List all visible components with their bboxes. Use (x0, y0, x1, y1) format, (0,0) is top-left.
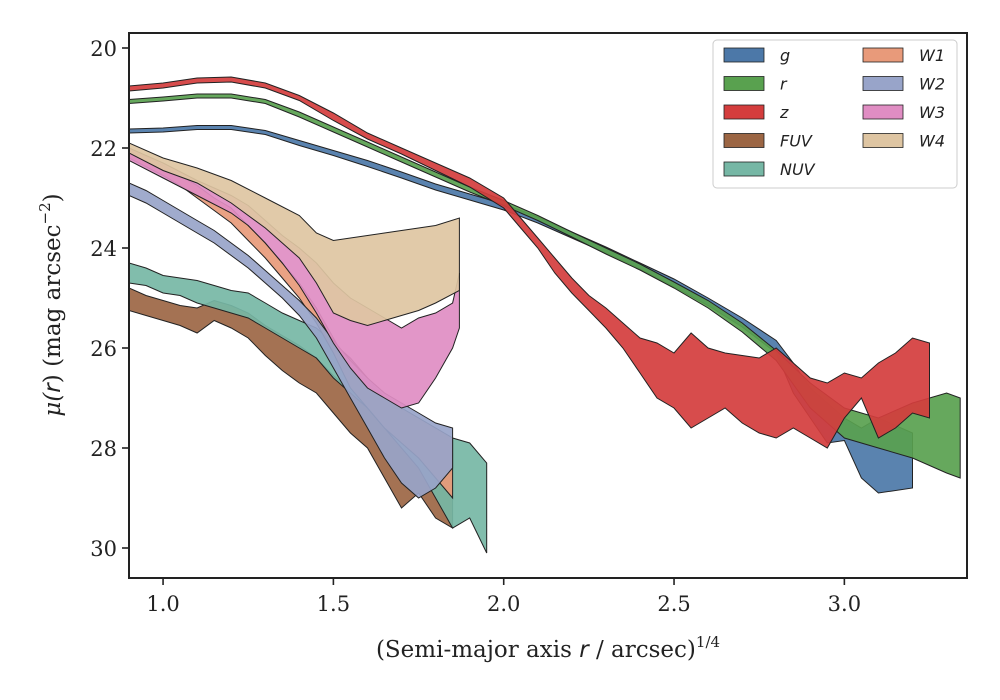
x-axis-ticks: 1.0 1.5 2.0 2.5 3.0 (146, 578, 861, 616)
legend-swatch-w2 (862, 76, 904, 91)
y-axis-title: μ(r) (mag arcsec−2) (36, 193, 66, 416)
legend-label-w4: W4 (919, 132, 945, 151)
y-tick-label: 28 (90, 437, 117, 461)
x-tick-label: 1.5 (317, 592, 350, 616)
band-w2 (129, 182, 454, 499)
x-tick-label: 3.0 (828, 592, 861, 616)
legend-label-z: z (779, 103, 789, 122)
y-tick-label: 26 (90, 337, 117, 361)
legend-swatch-w1 (862, 47, 904, 63)
band-w4 (129, 142, 460, 327)
x-tick-label: 2.0 (487, 592, 520, 616)
x-tick-label: 1.0 (146, 592, 179, 616)
legend-label-r: r (780, 75, 788, 94)
legend-swatch-w4 (862, 133, 904, 148)
legend-label-fuv: FUV (780, 132, 813, 151)
y-tick-label: 30 (90, 537, 117, 561)
legend-label-nuv: NUV (780, 160, 816, 179)
legend-label-w1: W1 (919, 46, 945, 65)
legend-swatch-w3 (862, 104, 904, 120)
y-tick-label: 20 (90, 37, 117, 61)
x-axis-title: (Semi-major axis r / arcsec)1/4 (376, 633, 720, 663)
y-tick-label: 24 (90, 237, 117, 261)
legend-swatch-g (723, 47, 765, 63)
y-axis-ticks: 20 22 24 26 28 30 (90, 37, 129, 561)
x-tick-label: 2.5 (657, 592, 690, 616)
legend-swatch-fuv (723, 133, 765, 148)
legend-swatch-r (723, 76, 765, 91)
legend-label-w2: W2 (919, 75, 945, 94)
band-z (129, 76, 930, 449)
plot-areas (129, 76, 961, 554)
legend-label-g: g (780, 46, 790, 65)
plot-frame (128, 32, 968, 579)
legend-swatch-z (723, 104, 765, 120)
legend-label-w3: W3 (919, 103, 945, 122)
band-nuv (129, 262, 488, 554)
legend-swatch-nuv (723, 161, 765, 177)
legend: grz FUV NUV W1 W2 W3 W4 (712, 39, 958, 189)
y-tick-label: 22 (90, 137, 117, 161)
band-g (129, 125, 913, 494)
band-r (129, 93, 961, 479)
